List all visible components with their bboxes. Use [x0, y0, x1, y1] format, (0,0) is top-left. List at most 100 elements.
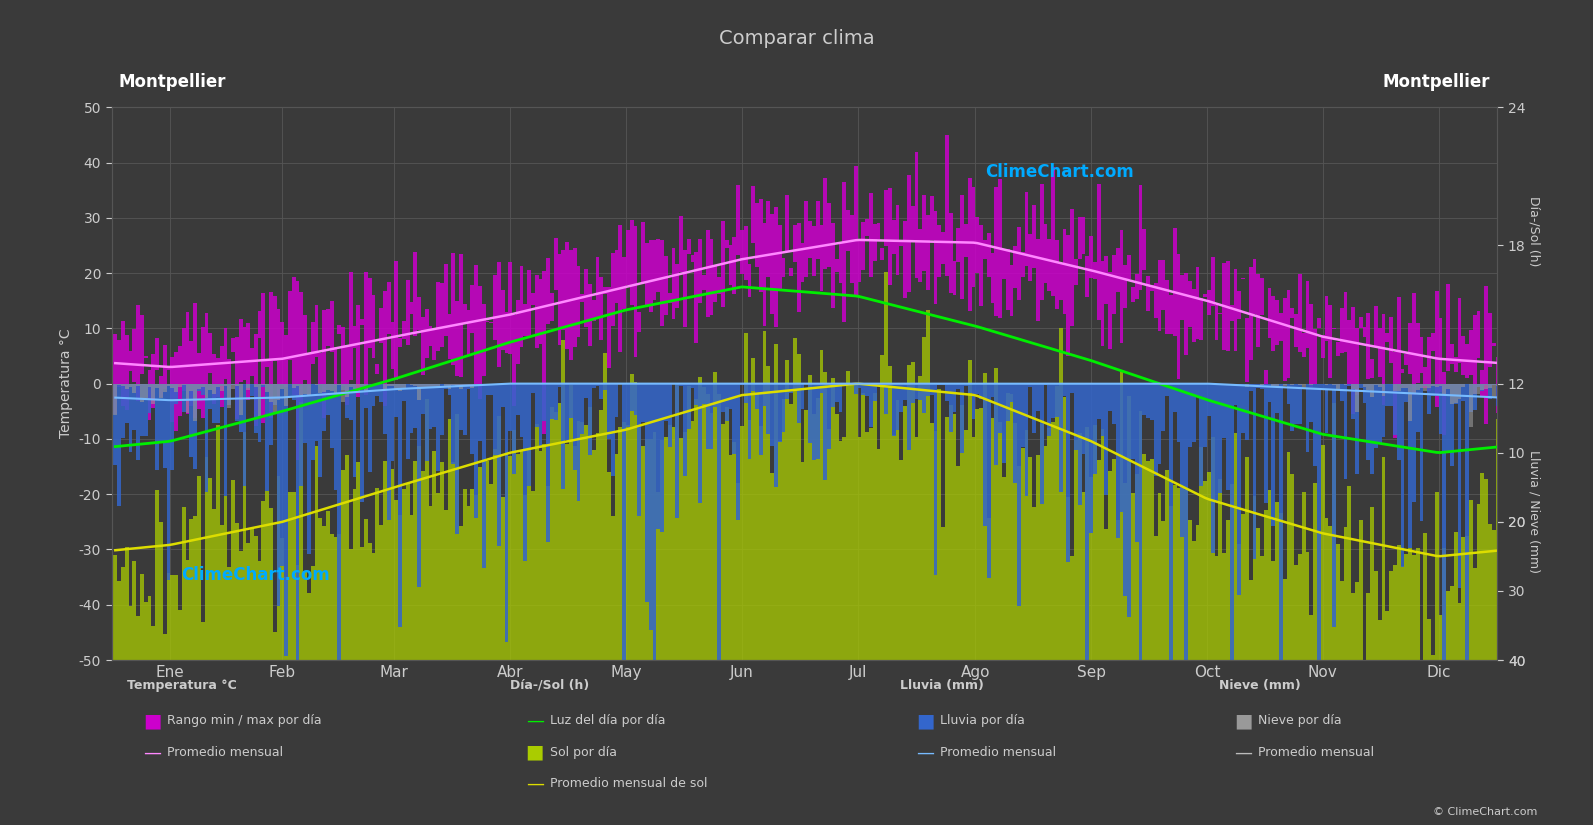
Bar — [1329, 526, 1332, 660]
Bar — [193, 303, 198, 417]
Bar — [429, 327, 432, 346]
Bar — [1485, 478, 1488, 660]
Bar — [1161, 260, 1164, 310]
Bar — [599, 384, 604, 399]
Bar — [895, 400, 900, 660]
Bar — [1408, 323, 1411, 375]
Bar — [911, 384, 914, 403]
Bar — [1424, 534, 1427, 660]
Bar — [675, 264, 679, 309]
Bar — [1317, 532, 1321, 660]
Bar — [911, 362, 914, 660]
Bar — [1389, 384, 1392, 406]
Bar — [1446, 284, 1450, 371]
Bar — [1227, 521, 1230, 660]
Bar — [1040, 384, 1043, 504]
Bar — [118, 384, 121, 385]
Bar — [1427, 337, 1431, 391]
Bar — [1298, 274, 1301, 352]
Bar — [789, 267, 793, 276]
Bar — [873, 393, 876, 660]
Bar — [1180, 384, 1184, 537]
Bar — [1381, 384, 1386, 396]
Bar — [1257, 528, 1260, 660]
Bar — [653, 240, 656, 299]
Bar — [538, 279, 543, 344]
Bar — [687, 386, 690, 660]
Bar — [135, 384, 140, 386]
Bar — [793, 384, 796, 389]
Bar — [744, 384, 747, 403]
Bar — [1196, 384, 1200, 396]
Bar — [1188, 281, 1192, 327]
Bar — [983, 373, 986, 660]
Bar — [645, 384, 648, 601]
Bar — [870, 193, 873, 277]
Bar — [231, 479, 234, 660]
Bar — [198, 476, 201, 660]
Bar — [1313, 329, 1317, 384]
Bar — [459, 526, 462, 660]
Bar — [870, 384, 873, 427]
Bar — [204, 384, 209, 398]
Bar — [1078, 217, 1082, 259]
Bar — [596, 384, 599, 386]
Bar — [1290, 474, 1294, 660]
Bar — [505, 384, 508, 642]
Bar — [820, 384, 824, 393]
Bar — [212, 384, 217, 423]
Bar — [1257, 275, 1260, 346]
Bar — [303, 384, 307, 442]
Bar — [371, 554, 376, 660]
Bar — [865, 384, 870, 396]
Bar — [118, 582, 121, 660]
Bar — [1477, 504, 1480, 660]
Bar — [1177, 488, 1180, 660]
Bar — [854, 166, 857, 295]
Bar — [656, 384, 660, 529]
Bar — [365, 384, 368, 408]
Bar — [159, 384, 162, 443]
Bar — [986, 233, 991, 276]
Bar — [292, 493, 296, 660]
Bar — [182, 507, 185, 660]
Bar — [1438, 318, 1442, 393]
Bar — [360, 547, 365, 660]
Bar — [511, 315, 516, 407]
Bar — [296, 384, 299, 386]
Bar — [604, 287, 607, 294]
Bar — [185, 559, 190, 660]
Bar — [1051, 422, 1055, 660]
Bar — [1279, 384, 1282, 676]
Bar — [1048, 239, 1051, 291]
Bar — [980, 225, 983, 305]
Bar — [1090, 477, 1093, 660]
Bar — [451, 253, 456, 365]
Bar — [212, 384, 217, 394]
Bar — [1085, 256, 1090, 297]
Bar — [365, 519, 368, 660]
Bar — [1268, 288, 1271, 338]
Bar — [911, 206, 914, 242]
Bar — [1104, 529, 1109, 660]
Bar — [1035, 239, 1040, 322]
Bar — [1249, 384, 1252, 391]
Bar — [1158, 260, 1161, 331]
Bar — [1416, 323, 1419, 383]
Bar — [500, 497, 505, 660]
Text: ■: ■ — [526, 742, 545, 761]
Bar — [159, 384, 162, 398]
Bar — [972, 437, 975, 660]
Bar — [296, 384, 299, 661]
Bar — [387, 384, 390, 386]
Bar — [660, 441, 664, 660]
Bar — [1381, 314, 1386, 405]
Bar — [209, 333, 212, 373]
Bar — [1134, 384, 1139, 542]
Bar — [1491, 342, 1496, 346]
Bar — [1375, 306, 1378, 346]
Bar — [851, 384, 854, 385]
Bar — [1043, 224, 1048, 283]
Bar — [497, 262, 500, 367]
Bar — [1066, 497, 1070, 660]
